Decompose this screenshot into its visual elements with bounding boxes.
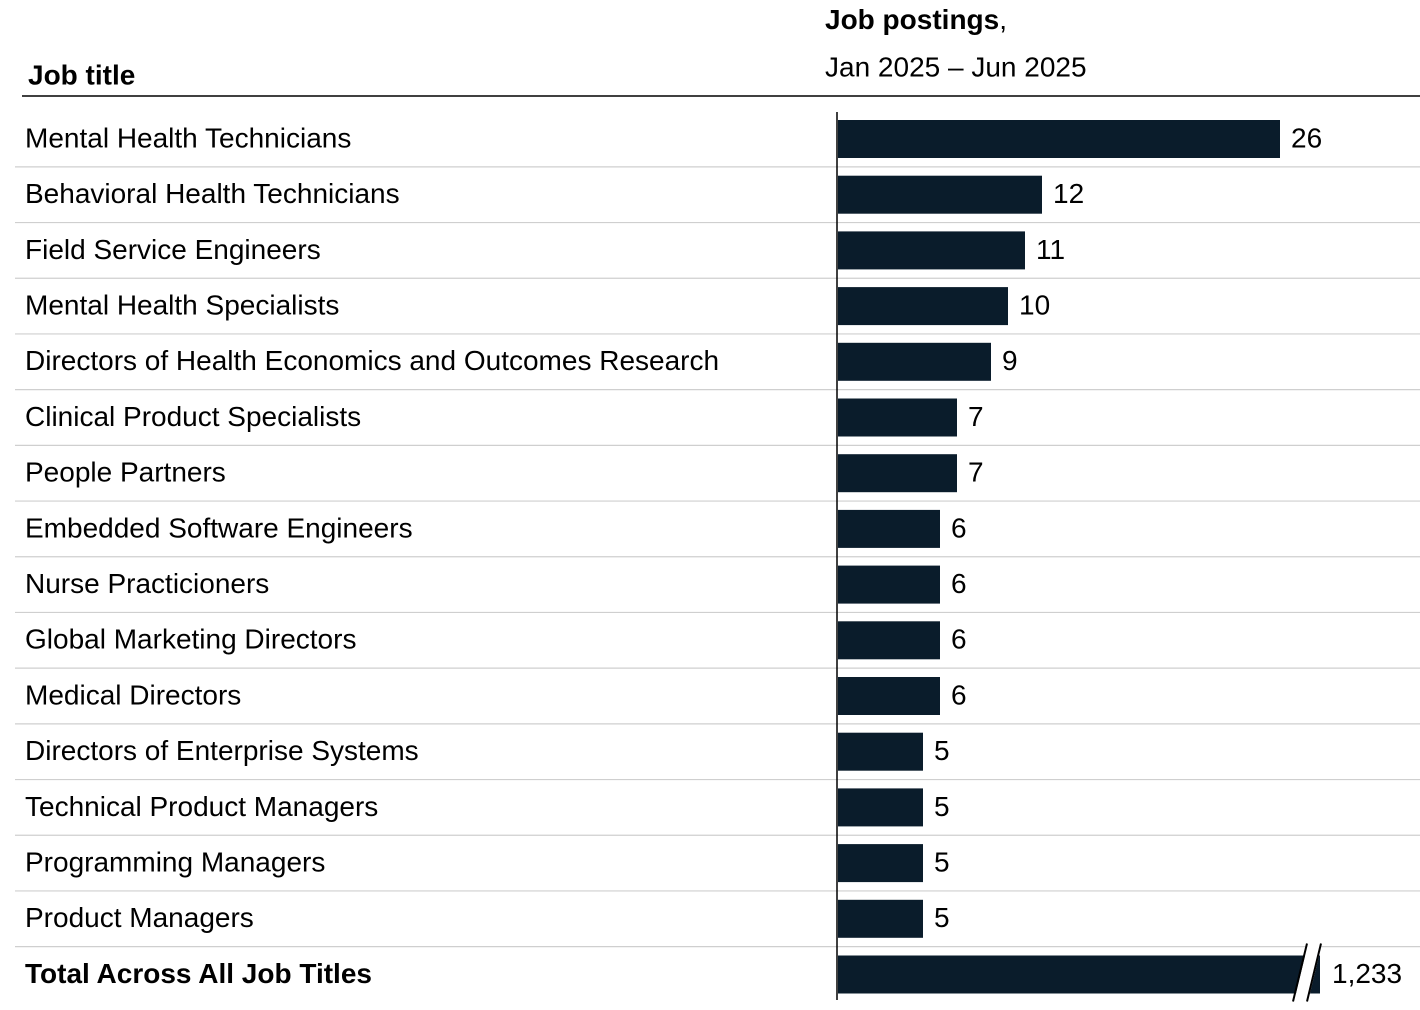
bar <box>838 120 1280 158</box>
bar <box>838 621 940 660</box>
total-bar <box>838 955 1320 994</box>
row-label: Nurse Practicioners <box>25 568 269 599</box>
value-label: 5 <box>934 902 950 933</box>
axis-break-mark <box>1292 943 1308 1002</box>
row-label: Programming Managers <box>25 846 325 877</box>
value-label: 5 <box>934 791 950 822</box>
row-label: Behavioral Health Technicians <box>25 178 400 209</box>
value-label: 11 <box>1036 234 1065 265</box>
value-label: 6 <box>951 624 967 655</box>
bar <box>838 287 1008 326</box>
value-label: 10 <box>1019 289 1050 320</box>
bar <box>838 398 957 437</box>
row-label: People Partners <box>25 457 226 488</box>
row-label: Product Managers <box>25 902 254 933</box>
axis-break-mark <box>1306 943 1322 1002</box>
bar <box>838 565 940 604</box>
bar <box>838 788 923 827</box>
value-label: 6 <box>951 679 967 710</box>
row-label: Embedded Software Engineers <box>25 512 413 543</box>
total-label: Total Across All Job Titles <box>25 958 372 989</box>
value-header-suffix: , <box>999 4 1007 35</box>
bar <box>838 899 923 938</box>
bar <box>838 677 940 715</box>
bar <box>838 175 1042 214</box>
value-label: 9 <box>1002 345 1018 376</box>
bar <box>838 454 957 493</box>
row-label: Directors of Enterprise Systems <box>25 735 419 766</box>
bar <box>838 844 923 883</box>
row-label: Mental Health Technicians <box>25 122 351 153</box>
bar <box>838 342 991 381</box>
total-value-label: 1,233 <box>1332 958 1402 989</box>
row-label: Mental Health Specialists <box>25 289 339 320</box>
row-label: Clinical Product Specialists <box>25 401 361 432</box>
row-label: Medical Directors <box>25 679 241 710</box>
value-label: 12 <box>1053 178 1084 209</box>
bar <box>838 732 923 771</box>
value-label: 5 <box>934 846 950 877</box>
row-label: Directors of Health Economics and Outcom… <box>25 345 719 376</box>
row-label: Global Marketing Directors <box>25 624 356 655</box>
value-label: 5 <box>934 735 950 766</box>
value-label: 6 <box>951 568 967 599</box>
category-header: Job title <box>28 59 135 90</box>
value-subheader: Jan 2025 – Jun 2025 <box>825 51 1087 82</box>
bar <box>838 231 1025 270</box>
value-header: Job postings, <box>825 4 1007 35</box>
bar <box>838 509 940 548</box>
value-label: 7 <box>968 401 984 432</box>
row-label: Field Service Engineers <box>25 234 321 265</box>
axis-break-gap <box>1294 943 1322 1002</box>
value-header-title: Job postings <box>825 4 999 35</box>
value-label: 7 <box>968 457 984 488</box>
value-label: 26 <box>1291 122 1322 153</box>
value-label: 6 <box>951 512 967 543</box>
row-label: Technical Product Managers <box>25 791 378 822</box>
